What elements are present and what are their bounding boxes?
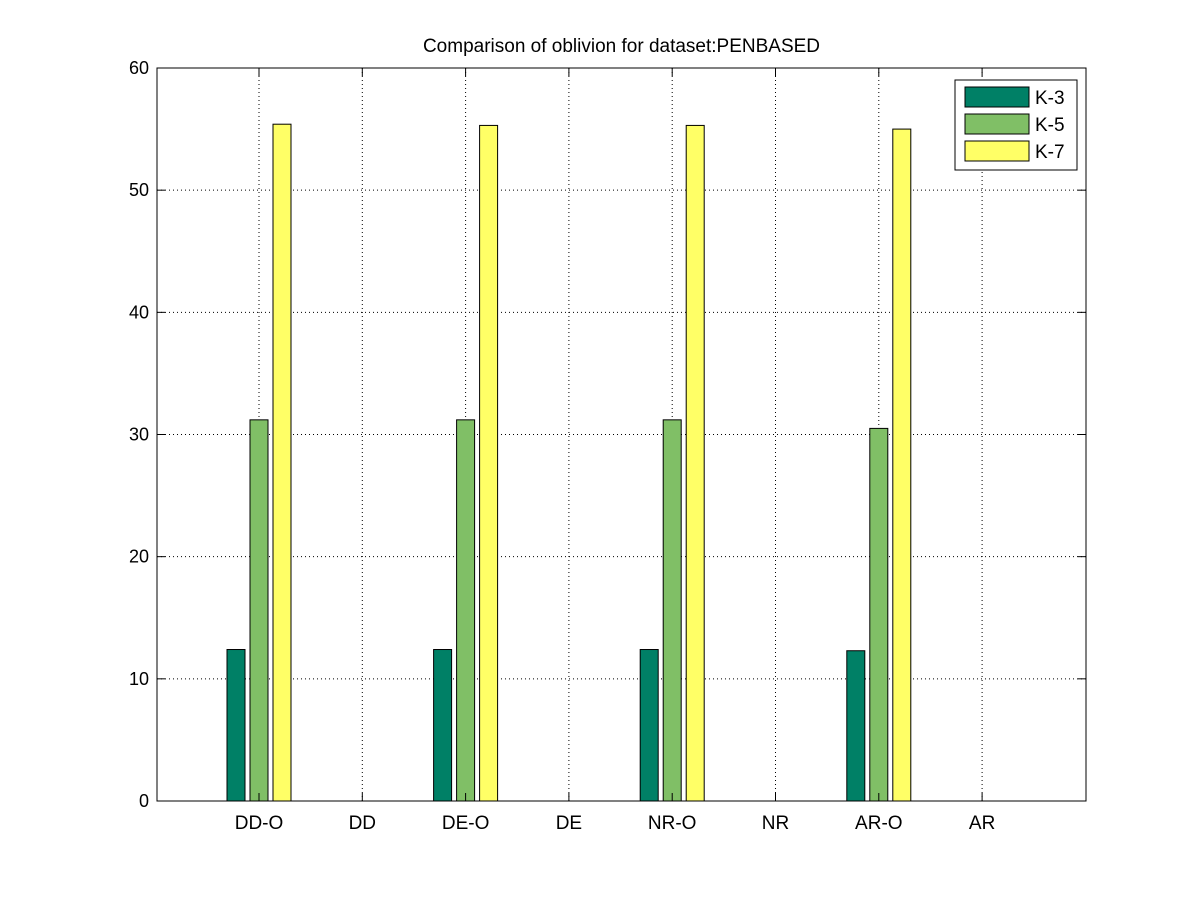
legend: K-3 K-5 K-7 bbox=[954, 79, 1078, 171]
x-tick-label: DE-O bbox=[442, 813, 490, 834]
bar-k-3-ar-o bbox=[846, 650, 866, 802]
y-tick-label: 30 bbox=[129, 425, 149, 445]
bar-k-3-dd-o bbox=[226, 649, 246, 802]
bar-k-7-dd-o bbox=[272, 123, 292, 802]
y-tick-label: 50 bbox=[129, 180, 149, 200]
x-tick-label: NR bbox=[762, 813, 789, 834]
legend-swatch bbox=[964, 86, 1030, 108]
grid-lines bbox=[157, 68, 1086, 801]
x-tick-label: AR bbox=[969, 813, 995, 834]
y-tick-label: 10 bbox=[129, 669, 149, 689]
axis-ticks: 0 10 20 30 40 50 60 DD-O DD DE-O DE NR-O NR AR-O AR bbox=[129, 58, 1086, 834]
x-tick-label: DE bbox=[556, 813, 582, 834]
bar-k-7-de-o bbox=[479, 124, 499, 802]
y-tick-label: 60 bbox=[129, 58, 149, 78]
x-tick-label: DD bbox=[349, 813, 376, 834]
bar-k-3-nr-o bbox=[639, 649, 659, 802]
bar-k-5-de-o bbox=[456, 419, 476, 802]
y-tick-label: 20 bbox=[129, 547, 149, 567]
bars bbox=[226, 123, 912, 802]
chart-title: Comparison of oblivion for dataset:PENBA… bbox=[423, 36, 820, 57]
bar-k-7-ar-o bbox=[892, 128, 912, 802]
bar-k-3-de-o bbox=[433, 649, 453, 802]
legend-swatch bbox=[964, 113, 1030, 135]
bar-k-7-nr-o bbox=[685, 124, 705, 802]
legend-swatch bbox=[964, 140, 1030, 162]
bar-k-5-nr-o bbox=[662, 419, 682, 802]
legend-label: K-3 bbox=[1035, 88, 1065, 109]
x-tick-label: DD-O bbox=[235, 813, 284, 834]
bar-k-5-ar-o bbox=[869, 427, 889, 802]
x-tick-label: AR-O bbox=[855, 813, 903, 834]
legend-label: K-5 bbox=[1035, 115, 1065, 136]
y-tick-label: 0 bbox=[139, 791, 149, 811]
bar-k-5-dd-o bbox=[249, 419, 269, 802]
x-tick-label: NR-O bbox=[648, 813, 697, 834]
y-tick-label: 40 bbox=[129, 302, 149, 322]
legend-label: K-7 bbox=[1035, 142, 1065, 163]
